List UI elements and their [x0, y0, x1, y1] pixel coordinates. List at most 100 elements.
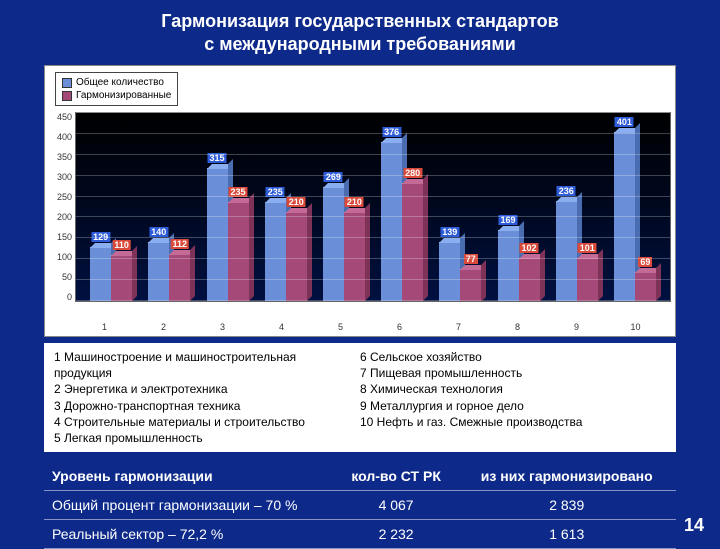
bar-total: 129 [90, 247, 111, 301]
x-tick: 2 [134, 322, 193, 332]
category-line: 9 Металлургия и горное дело [360, 398, 666, 414]
category-line: 10 Нефть и газ. Смежные производства [360, 414, 666, 430]
legend-item: Гармонизированные [62, 89, 171, 102]
y-tick: 50 [52, 272, 72, 282]
title-line2: с международными требованиями [60, 33, 660, 56]
bar-harmonized: 210 [286, 212, 307, 301]
bar-value-label: 110 [112, 240, 131, 250]
bar-value-label: 401 [615, 117, 634, 127]
y-tick: 450 [52, 112, 72, 122]
chart-panel: Общее количествоГармонизированные 0 50 100… [44, 65, 676, 337]
bar-groups: 1291101401123152352352102692103762801397… [76, 113, 670, 301]
table-header: кол-во СТ РК [335, 462, 458, 491]
summary-table: Уровень гармонизациикол-во СТ РКиз них г… [44, 462, 676, 549]
bar-harmonized: 69 [635, 272, 656, 301]
y-tick: 300 [52, 172, 72, 182]
bar-value-label: 210 [345, 197, 364, 207]
category-line: 7 Пищевая промышленность [360, 365, 666, 381]
gridline [76, 237, 670, 238]
bar-value-label: 280 [403, 168, 422, 178]
category-line: 5 Легкая промышленность [54, 430, 360, 446]
x-tick: 1 [75, 322, 134, 332]
table-cell: Общий процент гармонизации – 70 % [44, 491, 335, 520]
gridline [76, 175, 670, 176]
x-tick: 6 [370, 322, 429, 332]
legend-swatch [62, 91, 72, 101]
x-tick: 3 [193, 322, 252, 332]
bar-total: 169 [498, 230, 519, 301]
gridline [76, 154, 670, 155]
legend-item: Общее количество [62, 76, 171, 89]
categories-left: 1 Машиностроение и машиностроительнаяпро… [54, 349, 360, 446]
bar-group: 140112 [140, 242, 198, 301]
y-tick: 200 [52, 212, 72, 222]
table-cell: 2 232 [335, 520, 458, 549]
x-tick: 5 [311, 322, 370, 332]
bar-value-label: 139 [440, 227, 459, 237]
category-line: 8 Химическая технология [360, 381, 666, 397]
title-line1: Гармонизация государственных стандартов [60, 10, 660, 33]
y-tick: 0 [52, 292, 72, 302]
y-tick: 250 [52, 192, 72, 202]
chart-legend: Общее количествоГармонизированные [55, 72, 178, 106]
category-line: 1 Машиностроение и машиностроительная [54, 349, 360, 365]
bar-harmonized: 210 [344, 212, 365, 301]
bar-harmonized: 110 [111, 255, 132, 301]
gridline [76, 216, 670, 217]
plot-area: 1291101401123152352352102692103762801397… [75, 112, 671, 302]
table-header-row: Уровень гармонизациикол-во СТ РКиз них г… [44, 462, 676, 491]
table-row: Реальный сектор – 72,2 %2 2321 613 [44, 520, 676, 549]
category-line: 4 Строительные материалы и строительство [54, 414, 360, 430]
gridline [76, 196, 670, 197]
x-axis: 12345678910 [49, 320, 671, 332]
table-cell: 2 839 [457, 491, 676, 520]
y-tick: 400 [52, 132, 72, 142]
table-cell: 4 067 [335, 491, 458, 520]
table-cell: 1 613 [457, 520, 676, 549]
page-title: Гармонизация государственных стандартов … [0, 0, 720, 61]
bar-harmonized: 77 [460, 269, 481, 302]
bar-group: 376280 [373, 142, 431, 301]
bar-group: 315235 [198, 168, 256, 301]
gridline [76, 300, 670, 301]
bar-total: 139 [439, 242, 460, 301]
gridline [76, 279, 670, 280]
x-tick: 4 [252, 322, 311, 332]
bar-value-label: 112 [171, 239, 190, 249]
x-tick: 9 [547, 322, 606, 332]
legend-swatch [62, 78, 72, 88]
bar-group: 169102 [489, 230, 547, 301]
table-cell: Реальный сектор – 72,2 % [44, 520, 335, 549]
x-tick: 7 [429, 322, 488, 332]
legend-label: Общее количество [76, 76, 164, 89]
plot-wrap: 050100150200250300350400450 129110140112… [49, 110, 671, 320]
y-tick: 350 [52, 152, 72, 162]
y-tick: 150 [52, 232, 72, 242]
bar-group: 269210 [315, 187, 373, 301]
bar-value-label: 101 [578, 243, 597, 253]
y-tick: 100 [52, 252, 72, 262]
gridline [76, 112, 670, 113]
x-tick: 8 [488, 322, 547, 332]
bar-harmonized: 112 [169, 254, 190, 301]
category-line: 2 Энергетика и электротехника [54, 381, 360, 397]
table-header: из них гармонизировано [457, 462, 676, 491]
gridline [76, 258, 670, 259]
categories-panel: 1 Машиностроение и машиностроительнаяпро… [44, 343, 676, 452]
bar-harmonized: 280 [402, 183, 423, 301]
y-axis: 0 50 100 150 200 250 300 350 400 450 [49, 112, 75, 302]
bar-group: 129110 [82, 247, 140, 301]
table-row: Общий процент гармонизации – 70 %4 0672 … [44, 491, 676, 520]
category-line: 6 Сельское хозяйство [360, 349, 666, 365]
bar-total: 140 [148, 242, 169, 301]
legend-label: Гармонизированные [76, 89, 171, 102]
categories-right: 6 Сельское хозяйство7 Пищевая промышленн… [360, 349, 666, 446]
bar-total: 376 [381, 142, 402, 301]
category-line: 3 Дорожно-транспортная техника [54, 398, 360, 414]
bar-total: 269 [323, 187, 344, 301]
table-header: Уровень гармонизации [44, 462, 335, 491]
category-line: продукция [54, 365, 360, 381]
bar-value-label: 210 [287, 197, 306, 207]
page-number: 14 [684, 515, 704, 536]
gridline [76, 133, 670, 134]
